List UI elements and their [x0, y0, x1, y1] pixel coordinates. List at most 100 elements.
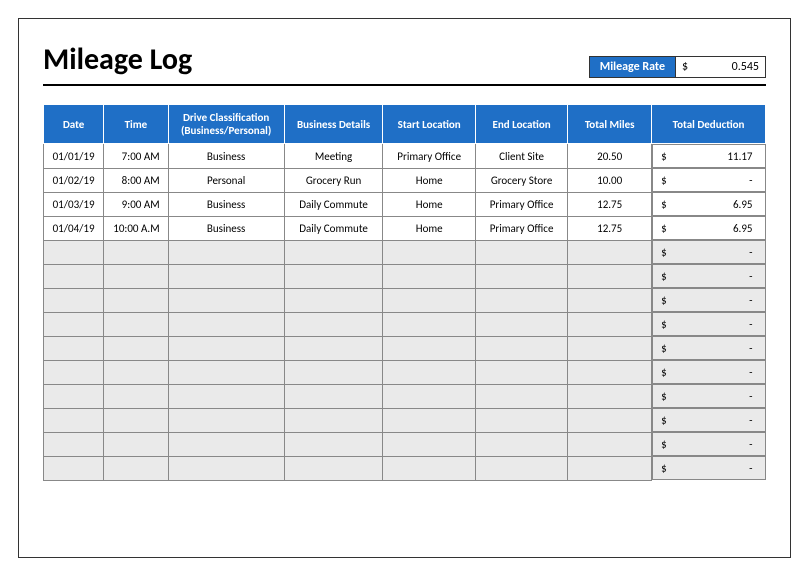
table-header: Date Time Drive Classification (Business…	[44, 105, 766, 144]
cell-empty	[383, 288, 475, 312]
rate-number: 0.545	[694, 60, 759, 74]
cell-classification: Business	[168, 144, 284, 169]
cell-empty	[104, 240, 168, 264]
cell-miles: 10.00	[568, 168, 652, 192]
cell-time: 9:00 AM	[104, 192, 168, 216]
cell-start: Primary Office	[383, 144, 475, 169]
cell-deduction: $-	[652, 360, 765, 384]
cell-deduction: $-	[652, 312, 765, 336]
cell-start: Home	[383, 192, 475, 216]
cell-empty	[104, 384, 168, 408]
cell-empty	[168, 240, 284, 264]
col-header-miles: Total Miles	[568, 105, 652, 144]
cell-empty	[568, 336, 652, 360]
table-body: 01/01/197:00 AMBusinessMeetingPrimary Of…	[44, 144, 766, 481]
header-row: Mileage Log Mileage Rate $ 0.545	[43, 41, 766, 86]
cell-empty	[284, 336, 383, 360]
cell-deduction: $6.95	[652, 216, 765, 240]
table-row-empty: $-	[44, 456, 766, 480]
cell-details: Meeting	[284, 144, 383, 169]
cell-empty	[44, 312, 104, 336]
cell-empty	[168, 432, 284, 456]
cell-deduction: $-	[652, 408, 765, 432]
cell-empty	[284, 432, 383, 456]
cell-empty	[383, 432, 475, 456]
table-row-empty: $-	[44, 240, 766, 264]
cell-empty	[104, 336, 168, 360]
cell-empty	[104, 432, 168, 456]
table-row: 01/02/198:00 AMPersonalGrocery RunHomeGr…	[44, 168, 766, 192]
cell-empty	[284, 312, 383, 336]
cell-empty	[475, 336, 567, 360]
cell-end: Client Site	[475, 144, 567, 169]
cell-end: Primary Office	[475, 192, 567, 216]
col-header-end: End Location	[475, 105, 567, 144]
cell-empty	[568, 288, 652, 312]
cell-date: 01/01/19	[44, 144, 104, 169]
cell-empty	[104, 456, 168, 480]
cell-empty	[284, 360, 383, 384]
cell-empty	[44, 456, 104, 480]
col-header-date: Date	[44, 105, 104, 144]
cell-empty	[44, 336, 104, 360]
cell-start: Home	[383, 216, 475, 240]
cell-empty	[104, 288, 168, 312]
cell-end: Primary Office	[475, 216, 567, 240]
cell-details: Daily Commute	[284, 192, 383, 216]
table-row: 01/01/197:00 AMBusinessMeetingPrimary Of…	[44, 144, 766, 169]
cell-empty	[44, 360, 104, 384]
cell-deduction: $-	[652, 264, 765, 288]
cell-miles: 12.75	[568, 216, 652, 240]
cell-classification: Business	[168, 216, 284, 240]
cell-details: Daily Commute	[284, 216, 383, 240]
cell-empty	[104, 408, 168, 432]
cell-deduction: $11.17	[652, 144, 765, 168]
cell-empty	[44, 384, 104, 408]
table-row-empty: $-	[44, 408, 766, 432]
cell-empty	[168, 336, 284, 360]
cell-start: Home	[383, 168, 475, 192]
col-header-start: Start Location	[383, 105, 475, 144]
table-row: 01/03/199:00 AMBusinessDaily CommuteHome…	[44, 192, 766, 216]
cell-empty	[284, 264, 383, 288]
currency-symbol: $	[682, 60, 688, 74]
cell-empty	[475, 456, 567, 480]
table-row-empty: $-	[44, 336, 766, 360]
table-row-empty: $-	[44, 288, 766, 312]
cell-empty	[475, 240, 567, 264]
cell-empty	[383, 456, 475, 480]
cell-empty	[284, 240, 383, 264]
cell-empty	[383, 240, 475, 264]
cell-empty	[383, 312, 475, 336]
cell-empty	[568, 240, 652, 264]
mileage-rate-box: Mileage Rate $ 0.545	[589, 56, 766, 78]
cell-empty	[568, 432, 652, 456]
cell-empty	[168, 288, 284, 312]
cell-empty	[568, 456, 652, 480]
cell-time: 7:00 AM	[104, 144, 168, 169]
cell-details: Grocery Run	[284, 168, 383, 192]
document-frame: Mileage Log Mileage Rate $ 0.545 Date Ti…	[18, 18, 791, 558]
cell-deduction: $-	[652, 432, 765, 456]
cell-empty	[475, 432, 567, 456]
cell-empty	[475, 360, 567, 384]
table-row-empty: $-	[44, 360, 766, 384]
cell-empty	[475, 264, 567, 288]
cell-empty	[104, 312, 168, 336]
mileage-rate-value: $ 0.545	[676, 56, 766, 78]
cell-deduction: $6.95	[652, 192, 765, 216]
cell-empty	[44, 288, 104, 312]
table-row-empty: $-	[44, 312, 766, 336]
cell-empty	[475, 312, 567, 336]
cell-deduction: $-	[652, 240, 765, 264]
mileage-table: Date Time Drive Classification (Business…	[43, 104, 766, 481]
cell-empty	[568, 360, 652, 384]
cell-time: 8:00 AM	[104, 168, 168, 192]
cell-time: 10:00 A.M	[104, 216, 168, 240]
cell-empty	[104, 360, 168, 384]
cell-deduction: $-	[652, 336, 765, 360]
cell-empty	[383, 360, 475, 384]
cell-empty	[44, 432, 104, 456]
cell-empty	[383, 264, 475, 288]
cell-empty	[383, 384, 475, 408]
